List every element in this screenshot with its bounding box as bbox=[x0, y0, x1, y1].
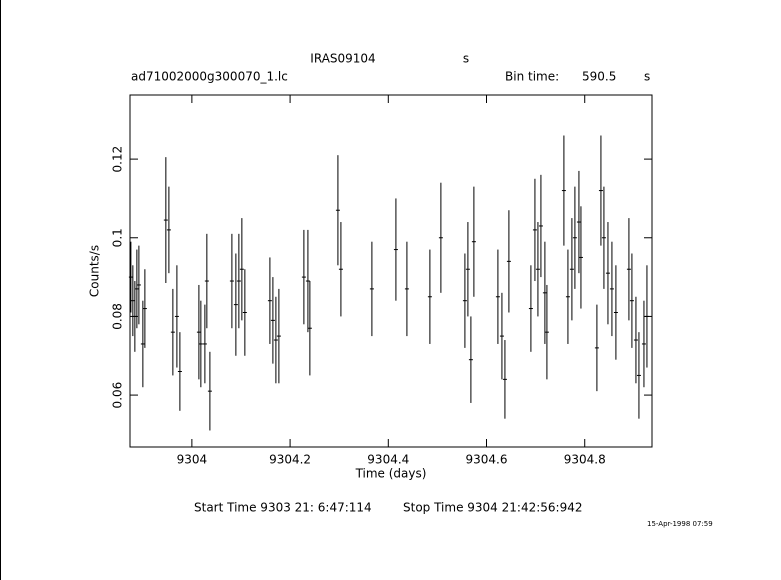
y-tick-label: 0.1 bbox=[111, 228, 125, 247]
plot-frame bbox=[129, 94, 653, 448]
x-tick-label: 9304.8 bbox=[564, 453, 606, 467]
y-axis-label: Counts/s bbox=[88, 245, 102, 297]
start-time: Start Time 9303 21: 6:47:114 bbox=[194, 501, 372, 515]
y-tick-label: 0.08 bbox=[111, 303, 125, 330]
x-axis-label: Time (days) bbox=[355, 467, 427, 481]
chart-title: IRAS09104 bbox=[310, 52, 375, 66]
bin-time: 590.5 bbox=[582, 70, 616, 84]
title-unit: s bbox=[463, 52, 469, 66]
x-tick-label: 9304.4 bbox=[367, 453, 409, 467]
x-tick-label: 9304 bbox=[177, 453, 208, 467]
stop-time: Stop Time 9304 21:42:56:942 bbox=[403, 501, 582, 515]
x-tick-label: 9304.2 bbox=[269, 453, 311, 467]
x-tick-label: 9304.6 bbox=[466, 453, 508, 467]
date-stamp: 15-Apr-1998 07:59 bbox=[647, 520, 713, 528]
bin-time-label: Bin time: bbox=[505, 70, 559, 84]
y-tick-label: 0.06 bbox=[111, 382, 125, 409]
bin-time-unit: s bbox=[644, 70, 650, 84]
y-tick-label: 0.12 bbox=[111, 146, 125, 173]
file-name: ad71002000g300070_1.lc bbox=[131, 70, 288, 84]
